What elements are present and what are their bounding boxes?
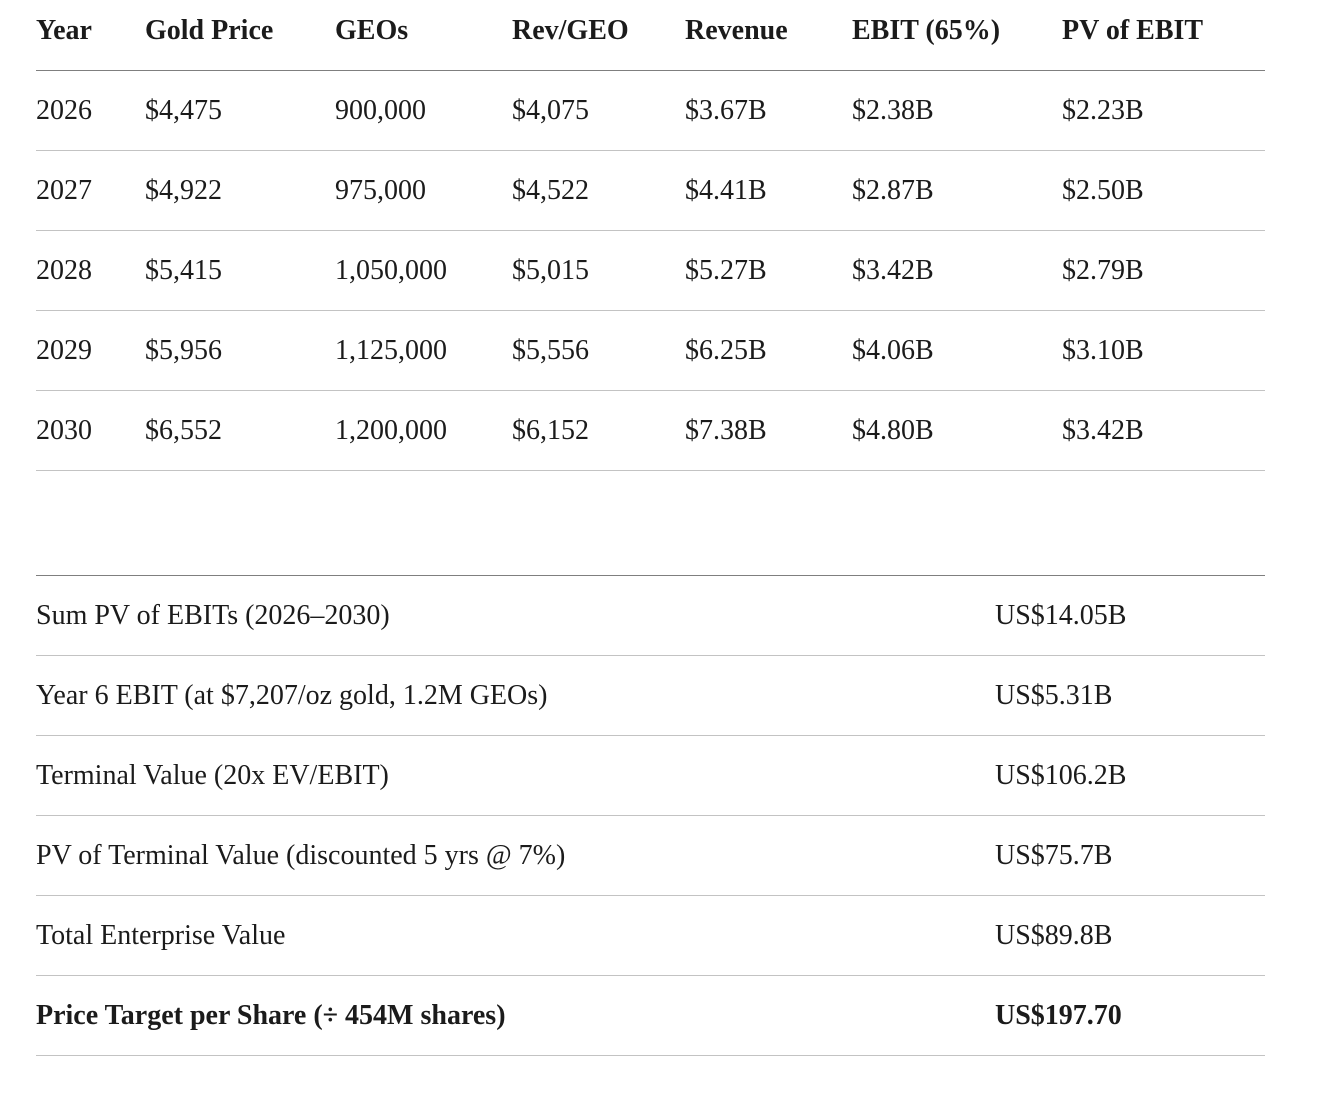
projection-header-row: Year Gold Price GEOs Rev/GEO Revenue EBI… xyxy=(36,0,1265,71)
header-ebit: EBIT (65%) xyxy=(852,0,1062,71)
cell-rev-geo: $6,152 xyxy=(512,390,685,471)
cell-rev-geo: $4,075 xyxy=(512,70,685,151)
summary-row-pv-terminal-value: PV of Terminal Value (discounted 5 yrs @… xyxy=(36,816,1265,896)
cell-gold-price: $5,415 xyxy=(145,230,335,311)
summary-label: Terminal Value (20x EV/EBIT) xyxy=(36,759,389,791)
cell-gold-price: $4,922 xyxy=(145,150,335,231)
cell-ebit: $4.06B xyxy=(852,310,1062,391)
cell-ebit: $4.80B xyxy=(852,390,1062,471)
table-row-2029: 2029 $5,956 1,125,000 $5,556 $6.25B $4.0… xyxy=(36,310,1265,391)
cell-year: 2027 xyxy=(36,150,145,231)
header-gold-price: Gold Price xyxy=(145,0,335,71)
cell-geos: 1,200,000 xyxy=(335,390,512,471)
cell-ebit: $3.42B xyxy=(852,230,1062,311)
cell-rev-geo: $5,556 xyxy=(512,310,685,391)
summary-value: US$106.2B xyxy=(995,759,1127,791)
summary-row-terminal-value: Terminal Value (20x EV/EBIT) US$106.2B xyxy=(36,736,1265,816)
cell-year: 2028 xyxy=(36,230,145,311)
summary-value: US$14.05B xyxy=(995,599,1127,631)
cell-year: 2026 xyxy=(36,70,145,151)
header-pv-ebit: PV of EBIT xyxy=(1062,0,1265,71)
cell-revenue: $4.41B xyxy=(685,150,852,231)
cell-ebit: $2.87B xyxy=(852,150,1062,231)
header-year: Year xyxy=(36,0,145,71)
cell-geos: 1,050,000 xyxy=(335,230,512,311)
summary-row-year6-ebit: Year 6 EBIT (at $7,207/oz gold, 1.2M GEO… xyxy=(36,656,1265,736)
cell-gold-price: $4,475 xyxy=(145,70,335,151)
valuation-summary-table: Sum PV of EBITs (2026–2030) US$14.05B Ye… xyxy=(36,575,1265,1056)
cell-rev-geo: $4,522 xyxy=(512,150,685,231)
cell-pv-ebit: $2.23B xyxy=(1062,70,1265,151)
summary-row-sum-pv-ebits: Sum PV of EBITs (2026–2030) US$14.05B xyxy=(36,576,1265,656)
table-row-2027: 2027 $4,922 975,000 $4,522 $4.41B $2.87B… xyxy=(36,150,1265,231)
cell-year: 2030 xyxy=(36,390,145,471)
table-row-2030: 2030 $6,552 1,200,000 $6,152 $7.38B $4.8… xyxy=(36,390,1265,471)
summary-value: US$75.7B xyxy=(995,839,1113,871)
cell-geos: 900,000 xyxy=(335,70,512,151)
summary-label: PV of Terminal Value (discounted 5 yrs @… xyxy=(36,839,566,871)
summary-row-price-target: Price Target per Share (÷ 454M shares) U… xyxy=(36,976,1265,1056)
cell-geos: 975,000 xyxy=(335,150,512,231)
summary-row-total-enterprise-value: Total Enterprise Value US$89.8B xyxy=(36,896,1265,976)
cell-pv-ebit: $2.79B xyxy=(1062,230,1265,311)
document-page: Year Gold Price GEOs Rev/GEO Revenue EBI… xyxy=(36,0,1265,1056)
summary-value: US$5.31B xyxy=(995,679,1113,711)
cell-gold-price: $5,956 xyxy=(145,310,335,391)
cell-geos: 1,125,000 xyxy=(335,310,512,391)
cell-pv-ebit: $2.50B xyxy=(1062,150,1265,231)
cell-pv-ebit: $3.42B xyxy=(1062,390,1265,471)
table-row-2026: 2026 $4,475 900,000 $4,075 $3.67B $2.38B… xyxy=(36,70,1265,151)
header-revenue: Revenue xyxy=(685,0,852,71)
cell-ebit: $2.38B xyxy=(852,70,1062,151)
summary-value: US$197.70 xyxy=(995,999,1122,1031)
summary-label: Total Enterprise Value xyxy=(36,919,286,951)
header-rev-geo: Rev/GEO xyxy=(512,0,685,71)
cell-revenue: $3.67B xyxy=(685,70,852,151)
summary-value: US$89.8B xyxy=(995,919,1113,951)
cell-year: 2029 xyxy=(36,310,145,391)
cell-pv-ebit: $3.10B xyxy=(1062,310,1265,391)
projection-table: Year Gold Price GEOs Rev/GEO Revenue EBI… xyxy=(36,0,1265,471)
header-geos: GEOs xyxy=(335,0,512,71)
summary-label: Year 6 EBIT (at $7,207/oz gold, 1.2M GEO… xyxy=(36,679,548,711)
summary-label: Sum PV of EBITs (2026–2030) xyxy=(36,599,390,631)
cell-rev-geo: $5,015 xyxy=(512,230,685,311)
cell-revenue: $6.25B xyxy=(685,310,852,391)
cell-gold-price: $6,552 xyxy=(145,390,335,471)
cell-revenue: $7.38B xyxy=(685,390,852,471)
cell-revenue: $5.27B xyxy=(685,230,852,311)
table-row-2028: 2028 $5,415 1,050,000 $5,015 $5.27B $3.4… xyxy=(36,230,1265,311)
summary-label: Price Target per Share (÷ 454M shares) xyxy=(36,999,506,1031)
